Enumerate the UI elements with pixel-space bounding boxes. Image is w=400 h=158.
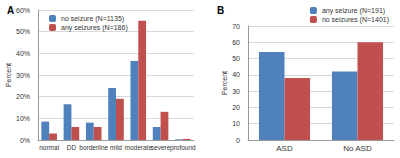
svg-text:normal: normal xyxy=(39,144,59,151)
svg-text:60%: 60% xyxy=(16,7,30,14)
svg-text:Percent: Percent xyxy=(5,63,12,87)
svg-text:60: 60 xyxy=(232,39,240,46)
svg-text:10: 10 xyxy=(232,120,240,127)
svg-text:ASD: ASD xyxy=(276,144,293,153)
svg-text:any seizure (N=191): any seizure (N=191) xyxy=(322,7,385,15)
svg-text:no seizures (N=1401): no seizures (N=1401) xyxy=(322,16,389,24)
svg-text:borderline: borderline xyxy=(79,144,108,151)
svg-text:50: 50 xyxy=(232,55,240,62)
svg-text:any seizures (N=186): any seizures (N=186) xyxy=(61,24,128,32)
svg-text:10%: 10% xyxy=(16,115,30,122)
svg-text:Percent: Percent xyxy=(221,71,228,95)
svg-text:mild: mild xyxy=(110,144,122,151)
svg-text:20: 20 xyxy=(232,104,240,111)
svg-text:B: B xyxy=(217,5,224,16)
svg-text:no seizure (N=1135): no seizure (N=1135) xyxy=(61,15,124,23)
svg-text:severe: severe xyxy=(151,144,171,151)
svg-text:30: 30 xyxy=(232,88,240,95)
svg-text:A: A xyxy=(7,5,14,16)
svg-text:No ASD: No ASD xyxy=(343,144,372,153)
svg-text:40%: 40% xyxy=(16,50,30,57)
svg-text:50%: 50% xyxy=(16,28,30,35)
svg-text:20%: 20% xyxy=(16,93,30,100)
svg-text:70: 70 xyxy=(232,23,240,30)
svg-text:profound: profound xyxy=(170,144,196,152)
svg-text:moderate: moderate xyxy=(125,144,153,151)
svg-text:30%: 30% xyxy=(16,72,30,79)
svg-text:0: 0 xyxy=(236,137,240,144)
svg-text:DD: DD xyxy=(67,144,77,151)
svg-text:0%: 0% xyxy=(20,137,30,144)
svg-text:40: 40 xyxy=(232,71,240,78)
